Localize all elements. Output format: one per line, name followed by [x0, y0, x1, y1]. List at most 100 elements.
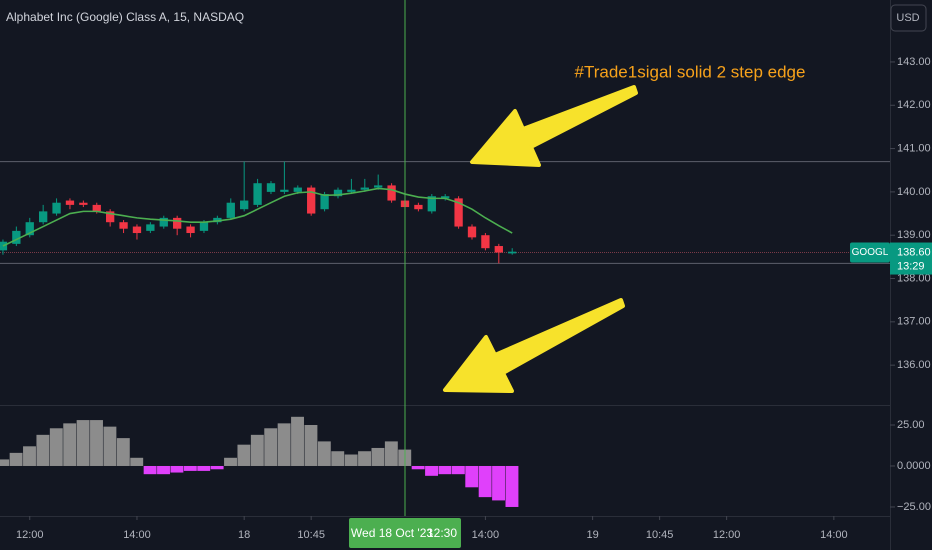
- crosshair-time: 12:30: [427, 526, 457, 540]
- x-tick-label: 10:45: [297, 529, 325, 541]
- candle-body: [374, 185, 383, 188]
- oscillator-bar: [130, 457, 144, 466]
- y2-tick-label: −25.00: [897, 501, 931, 513]
- candle-body: [199, 222, 209, 231]
- oscillator-bar: [90, 420, 103, 466]
- oscillator-bar: [492, 465, 506, 501]
- oscillator-bar: [291, 416, 304, 466]
- candle-body: [293, 187, 302, 192]
- x-tick-label: 14:00: [123, 529, 151, 541]
- oscillator-bar: [210, 465, 224, 470]
- oscillator-bar: [23, 446, 36, 466]
- oscillator-bar: [478, 465, 492, 498]
- x-tick-label: 10:45: [646, 529, 674, 541]
- currency[interactable]: USD: [896, 12, 919, 24]
- y-tick-label: 143.00: [897, 56, 931, 68]
- candle-body: [387, 185, 396, 201]
- oscillator-bar: [250, 434, 264, 466]
- candle-body: [52, 202, 61, 214]
- oscillator-bar: [344, 454, 358, 466]
- moving-average: [2, 187, 513, 247]
- oscillator-bar: [170, 465, 184, 473]
- candle-body: [213, 217, 222, 223]
- y2-tick-label: 0.0000: [897, 460, 931, 472]
- oscillator-bar: [277, 423, 291, 466]
- crosshair-label-box: [348, 518, 461, 548]
- arrow: [470, 85, 638, 167]
- price-tag: [890, 242, 932, 275]
- candle-body: [226, 202, 235, 218]
- oscillator-bar: [157, 465, 170, 475]
- candle-body: [494, 246, 503, 253]
- candle-body: [159, 217, 168, 227]
- candle-body: [347, 189, 356, 192]
- oscillator-bar: [264, 428, 278, 466]
- candle-body: [38, 211, 48, 223]
- y-tick-label: 141.00: [897, 142, 931, 154]
- oscillator-bar: [9, 452, 23, 466]
- candle-body: [481, 235, 490, 249]
- oscillator-bar: [358, 451, 371, 466]
- oscillator-bar: [317, 441, 331, 466]
- candle-body: [92, 204, 101, 212]
- y-tick-label: 138.00: [897, 272, 931, 284]
- x-tick-label: 14:00: [820, 529, 848, 541]
- oscillator-bar: [465, 465, 479, 488]
- y-tick-label: 140.00: [897, 186, 931, 198]
- x-tick-label: 12:00: [713, 529, 741, 541]
- symbol-tag: [850, 242, 890, 263]
- annotation: #Trade1sigal solid 2 step edge: [575, 62, 806, 81]
- y-tick-label: 137.00: [897, 316, 931, 328]
- x-tick-label: 14:00: [472, 529, 500, 541]
- oscillator-bar: [304, 425, 318, 466]
- chart-title: Alphabet Inc (Google) Class A, 15, NASDA…: [6, 10, 244, 24]
- oscillator-bar: [224, 457, 237, 466]
- candle-body: [467, 226, 477, 238]
- oscillator-bar: [63, 423, 77, 466]
- candle-body: [320, 194, 329, 210]
- y-tick-label: 136.00: [897, 359, 931, 371]
- oscillator-bar: [197, 465, 211, 471]
- oscillator-bar: [438, 465, 452, 475]
- oscillator-bar: [36, 434, 50, 466]
- oscillator-bar: [0, 459, 10, 466]
- y2-tick-label: 25.00: [897, 419, 925, 431]
- last-price: 138.60: [897, 246, 931, 258]
- oscillator-bar: [183, 465, 197, 471]
- oscillator-bar: [451, 465, 465, 475]
- candle-body: [253, 183, 262, 205]
- candle-body: [106, 211, 115, 223]
- symbol-label: GOOGL: [852, 247, 889, 258]
- candle-body: [414, 204, 423, 210]
- candle-body: [25, 222, 34, 236]
- oscillator-bar: [49, 428, 63, 466]
- countdown: 13:29: [897, 260, 925, 272]
- oscillator-bar: [384, 441, 398, 466]
- oscillator-bar: [237, 444, 251, 466]
- candle-body: [427, 196, 436, 212]
- candle-body: [132, 226, 142, 234]
- candle-body: [454, 198, 463, 227]
- currency-box[interactable]: [890, 4, 927, 32]
- y-tick-label: 139.00: [897, 229, 931, 241]
- candle-body: [119, 222, 128, 229]
- arrow: [443, 298, 625, 393]
- oscillator-bar: [331, 451, 345, 466]
- x-tick-label: 19: [586, 529, 598, 541]
- candle-body: [186, 226, 195, 234]
- oscillator-bar: [505, 465, 519, 507]
- candle-body: [266, 183, 276, 192]
- oscillator-bar: [103, 426, 117, 466]
- oscillator-bar: [116, 438, 130, 466]
- candle-body: [360, 187, 369, 190]
- candle-body: [65, 200, 75, 205]
- candle-body: [441, 196, 450, 199]
- oscillator-bar: [411, 465, 425, 470]
- x-tick-label: 18: [238, 529, 250, 541]
- candle-body: [12, 230, 21, 244]
- candle-body: [146, 224, 155, 231]
- x-tick-label: 12:00: [16, 529, 44, 541]
- candle-body: [508, 251, 517, 254]
